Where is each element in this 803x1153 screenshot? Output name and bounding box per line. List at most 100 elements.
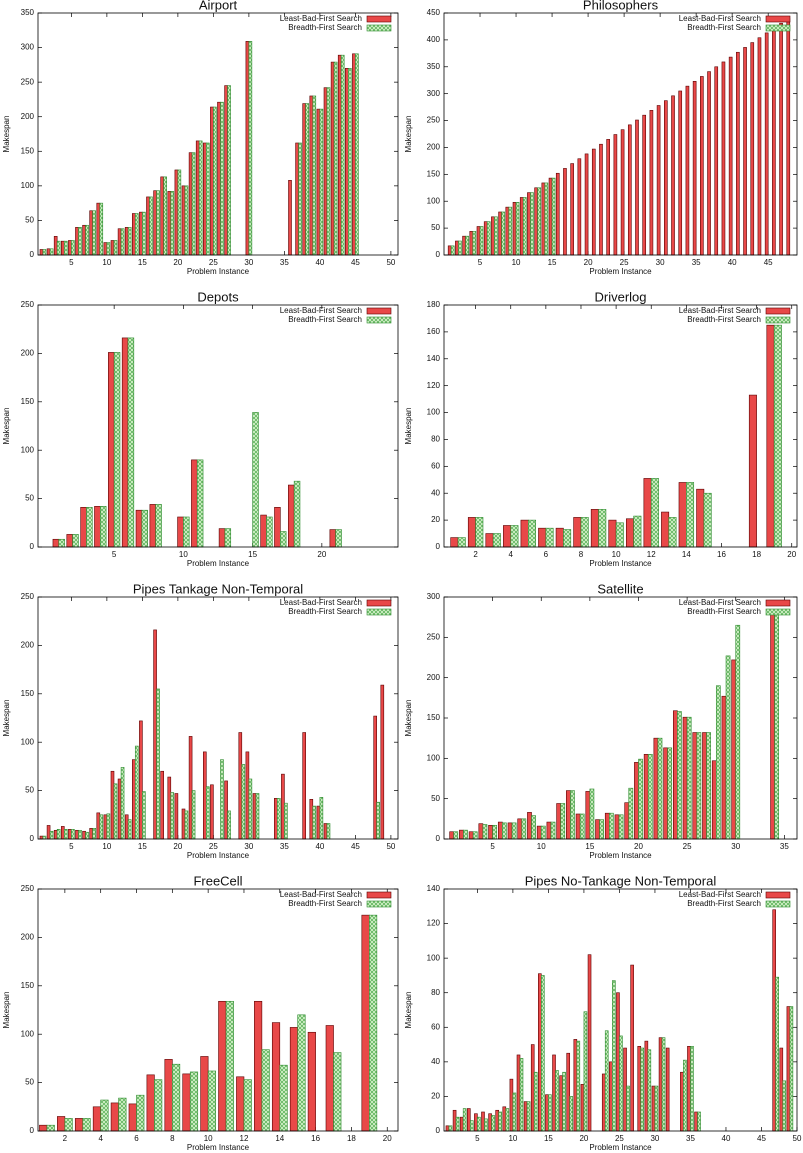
bar	[82, 1118, 91, 1132]
bar	[337, 54, 342, 256]
bar	[491, 216, 495, 256]
bar	[573, 1039, 578, 1132]
bar	[203, 142, 207, 256]
bar	[576, 1040, 581, 1132]
y-tick-label: 0	[436, 1126, 441, 1135]
y-axis-label: Makespan	[2, 992, 11, 1029]
legend-swatch	[765, 24, 791, 32]
bar	[455, 240, 459, 256]
bar	[49, 248, 54, 256]
bar	[690, 1046, 694, 1132]
bar	[295, 142, 299, 256]
bar	[46, 825, 51, 840]
bar	[220, 101, 224, 256]
bar	[782, 1080, 787, 1132]
bar	[503, 525, 512, 548]
bar	[618, 814, 624, 840]
y-tick-label: 40	[431, 1057, 440, 1066]
bar	[172, 1063, 181, 1132]
bar	[100, 506, 107, 548]
bar	[609, 812, 614, 840]
y-tick-label: 200	[21, 349, 35, 358]
bar	[498, 1111, 502, 1132]
bar	[462, 235, 466, 256]
bar	[640, 1047, 645, 1132]
bar	[302, 732, 306, 840]
y-tick-label: 150	[21, 146, 35, 155]
bar	[508, 206, 513, 256]
bar	[706, 732, 711, 840]
bar	[127, 227, 132, 256]
bar	[213, 106, 217, 256]
bar	[103, 242, 108, 256]
bar	[779, 22, 783, 256]
legend-swatch	[765, 15, 791, 23]
bar	[511, 822, 517, 840]
y-tick-label: 0	[30, 542, 35, 551]
bar	[86, 507, 93, 548]
bar	[191, 152, 196, 256]
bar	[573, 517, 582, 548]
bar	[472, 231, 477, 256]
bar	[527, 519, 536, 548]
bar	[548, 177, 553, 256]
bar	[721, 695, 727, 840]
bar	[160, 176, 164, 256]
x-tick-label: 20	[317, 550, 326, 559]
x-tick-label: 50	[386, 842, 395, 851]
bar	[108, 352, 115, 548]
bar	[497, 821, 503, 840]
bar	[541, 975, 545, 1132]
bar	[71, 829, 75, 840]
x-tick-label: 18	[347, 1134, 356, 1143]
bar	[789, 1006, 794, 1132]
bar	[149, 504, 156, 548]
bar	[142, 791, 146, 840]
bar	[601, 1073, 606, 1132]
bar	[160, 770, 164, 840]
bar	[284, 802, 288, 840]
x-tick-label: 40	[728, 258, 737, 267]
bar	[227, 85, 231, 256]
bar	[110, 240, 115, 256]
y-tick-label: 100	[21, 181, 35, 190]
bar	[569, 1096, 573, 1132]
bar	[696, 732, 702, 840]
y-tick-label: 400	[427, 35, 441, 44]
bar	[149, 196, 153, 256]
x-tick-label: 5	[490, 842, 495, 851]
bar	[225, 1000, 234, 1132]
x-tick-label: 10	[102, 258, 111, 267]
bar	[56, 240, 61, 256]
bar	[673, 710, 678, 840]
bar	[319, 797, 324, 840]
bar	[455, 1116, 460, 1132]
bar	[519, 1058, 524, 1132]
bar	[642, 114, 647, 256]
bar	[516, 1054, 521, 1132]
bar	[309, 799, 314, 840]
bar	[469, 231, 474, 256]
x-tick-label: 35	[280, 258, 289, 267]
bar	[453, 831, 459, 840]
bar	[118, 1097, 127, 1132]
y-axis-label: Makespan	[404, 700, 413, 737]
bar	[766, 324, 775, 548]
bar	[517, 818, 523, 840]
x-axis-label: Problem Instance	[187, 1143, 250, 1152]
bar	[671, 95, 675, 256]
bar	[643, 753, 649, 840]
bar	[183, 516, 190, 548]
bar	[696, 488, 705, 548]
x-tick-label: 45	[764, 258, 773, 267]
bar	[447, 245, 452, 256]
bar	[302, 103, 306, 256]
chart-title: FreeCell	[193, 873, 242, 888]
x-tick-label: 10	[102, 842, 111, 851]
bar	[361, 914, 370, 1132]
bar	[99, 202, 104, 256]
bar	[113, 352, 121, 548]
y-tick-label: 100	[21, 1029, 35, 1038]
bar	[680, 1071, 684, 1132]
x-tick-label: 25	[209, 258, 218, 267]
